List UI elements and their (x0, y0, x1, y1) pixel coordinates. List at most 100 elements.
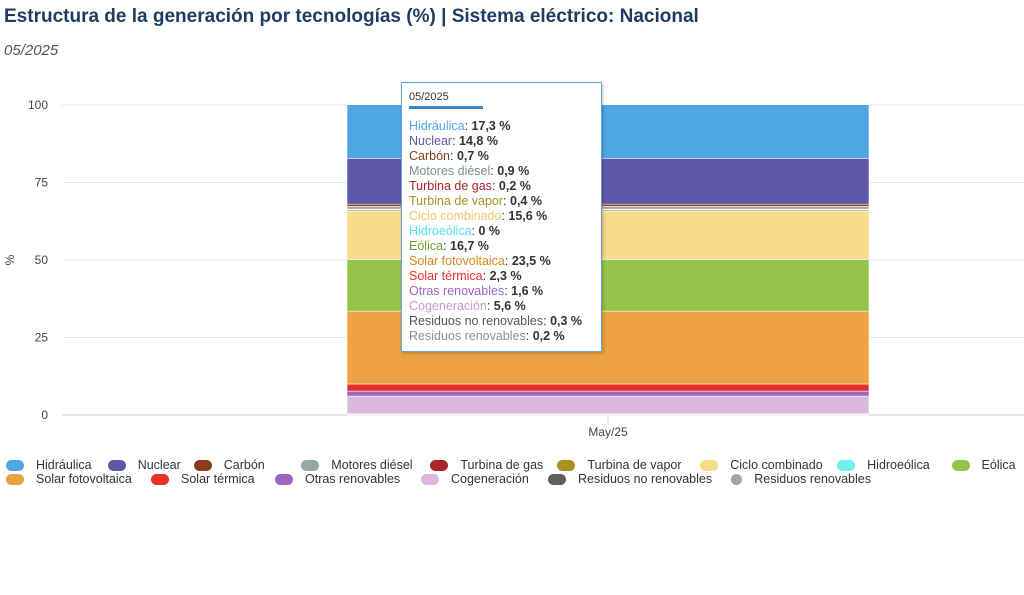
legend-swatch (151, 473, 169, 485)
legend-item[interactable]: Hidráulica (6, 458, 108, 472)
tooltip-series-name: Eólica (409, 239, 444, 253)
x-tick-label: May/25 (588, 425, 628, 439)
tooltip-series-value: 14,8 % (459, 134, 498, 148)
legend-row: Solar fotovoltaica Solar térmica Otras ren… (6, 472, 1020, 486)
legend-label: Cogeneración (451, 472, 529, 486)
legend-label: Nuclear (137, 458, 181, 472)
chart-title: Estructura de la generación por tecnolog… (4, 6, 699, 27)
tooltip-row: Motores diésel: 0,9 % (409, 164, 530, 178)
tooltip-series-name: Solar fotovoltaica (409, 254, 505, 268)
y-tick-label: 100 (28, 98, 48, 112)
legend-item[interactable]: Motores diésel (301, 458, 430, 472)
tooltip-series-value: 0,3 % (550, 314, 583, 328)
legend-label: Turbina de gas (460, 458, 544, 472)
tooltip-row: Cogeneración: 5,6 % (409, 299, 526, 313)
legend-label: Motores diésel (331, 458, 413, 472)
tooltip-row: Hidráulica: 17,3 % (409, 119, 511, 133)
bar-segment (346, 390, 870, 397)
legend-label: Eólica (981, 458, 1016, 472)
tooltip-row: Residuos no renovables: 0,3 % (409, 314, 583, 328)
tooltip-series-value: 17,3 % (471, 119, 511, 133)
legend-label: Solar térmica (181, 472, 255, 486)
y-tick-label: 75 (35, 176, 49, 190)
legend-label: Hidráulica (36, 458, 92, 472)
tooltip-series-value: 0,4 % (510, 194, 542, 208)
y-tick-label: 50 (35, 253, 49, 267)
tooltip-row: Solar fotovoltaica: 23,5 % (409, 254, 551, 268)
tooltip-series-value: 1,6 % (511, 284, 544, 298)
y-tick-label: 0 (41, 408, 48, 422)
legend-swatch (557, 459, 576, 471)
tooltip-series-name: Cogeneración (409, 299, 487, 313)
legend-item[interactable]: Solar térmica (151, 472, 275, 486)
tooltip-accent-bar (409, 106, 483, 109)
legend-label: Turbina de vapor (587, 458, 682, 472)
tooltip-series-name: Hidroeólica (409, 224, 472, 238)
tooltip-series-name: Residuos renovables (409, 329, 526, 343)
tooltip-row: Turbina de vapor: 0,4 % (409, 194, 542, 208)
legend-item[interactable]: Eólica (951, 458, 1020, 472)
chart-tooltip: 05/2025 Hidráulica: 17,3 % Nuclear: 14,8 … (401, 82, 602, 352)
legend-swatch (6, 473, 24, 485)
y-tick-label: 25 (35, 331, 49, 345)
tooltip-series-name: Motores diésel (409, 164, 491, 178)
tooltip-series-name: Ciclo combinado (409, 209, 502, 223)
bar-segment (346, 383, 870, 392)
legend-swatch (430, 459, 449, 471)
tooltip-row: Hidroeólica: 0 % (409, 224, 501, 238)
legend-item[interactable]: Turbina de gas (430, 458, 557, 472)
tooltip-period: 05/2025 (409, 91, 449, 103)
tooltip-row: Turbina de gas: 0,2 % (409, 179, 531, 193)
tooltip-row: Carbón: 0,7 % (409, 149, 489, 163)
tooltip-row: Residuos renovables: 0,2 % (409, 329, 565, 343)
tooltip-series-value: 2,3 % (489, 269, 522, 283)
tooltip-row: Solar térmica: 2,3 % (409, 269, 522, 283)
legend-swatch (548, 473, 566, 485)
legend-item[interactable]: Carbón (193, 458, 302, 472)
tooltip-row: Eólica: 16,7 % (409, 239, 489, 253)
tooltip-series-value: 0,7 % (456, 149, 489, 163)
legend-label: Residuos renovables (754, 472, 871, 486)
legend-swatch (731, 473, 743, 485)
tooltip-series-name: Solar térmica (409, 269, 483, 283)
legend-item[interactable]: Otras renovables (275, 472, 421, 486)
tooltip-row: Nuclear: 14,8 % (409, 134, 498, 148)
chart-subtitle: 05/2025 (4, 42, 59, 59)
legend-item[interactable]: Cogeneración (421, 472, 548, 486)
tooltip-series-value: 0 % (478, 224, 501, 238)
legend-label: Hidroeólica (867, 458, 930, 472)
legend-item[interactable]: Nuclear (107, 458, 194, 472)
chart-legend: Hidráulica Nuclear Carbón Motores diésel Tur… (6, 458, 1020, 486)
legend-item[interactable]: Hidroeólica (837, 458, 951, 472)
y-axis-title: % (3, 254, 17, 265)
tooltip-series-value: 23,5 % (511, 254, 551, 268)
legend-label: Solar fotovoltaica (36, 472, 132, 486)
legend-label: Ciclo combinado (730, 458, 823, 472)
tooltip-series-name: Turbina de vapor (409, 194, 504, 208)
tooltip-series-value: 0,9 % (497, 164, 530, 178)
legend-item[interactable]: Residuos renovables (731, 472, 871, 486)
legend-item[interactable]: Ciclo combinado (700, 458, 837, 472)
legend-item[interactable]: Solar fotovoltaica (6, 472, 151, 486)
tooltip-series-name: Hidráulica (409, 119, 465, 133)
legend-label: Otras renovables (305, 472, 401, 486)
tooltip-series-name: Otras renovables (409, 284, 505, 298)
tooltip-series-name: Turbina de gas (409, 179, 492, 193)
tooltip-series-value: 0,2 % (532, 329, 565, 343)
legend-swatch (951, 459, 970, 471)
legend-swatch (6, 459, 24, 471)
legend-swatch (301, 459, 320, 471)
legend-swatch (107, 459, 126, 471)
legend-swatch (837, 459, 856, 471)
tooltip-series-name: Residuos no renovables (409, 314, 544, 328)
tooltip-row: Otras renovables: 1,6 % (409, 284, 544, 298)
legend-swatch (275, 473, 293, 485)
tooltip-series-value: 5,6 % (493, 299, 526, 313)
tooltip-series-value: 16,7 % (450, 239, 489, 253)
legend-swatch (700, 459, 719, 471)
legend-item[interactable]: Turbina de vapor (557, 458, 700, 472)
legend-item[interactable]: Residuos no renovables (548, 472, 731, 486)
legend-swatch (193, 459, 212, 471)
legend-row: Hidráulica Nuclear Carbón Motores diésel Tur… (6, 458, 1020, 472)
tooltip-series-value: 15,6 % (508, 209, 548, 223)
